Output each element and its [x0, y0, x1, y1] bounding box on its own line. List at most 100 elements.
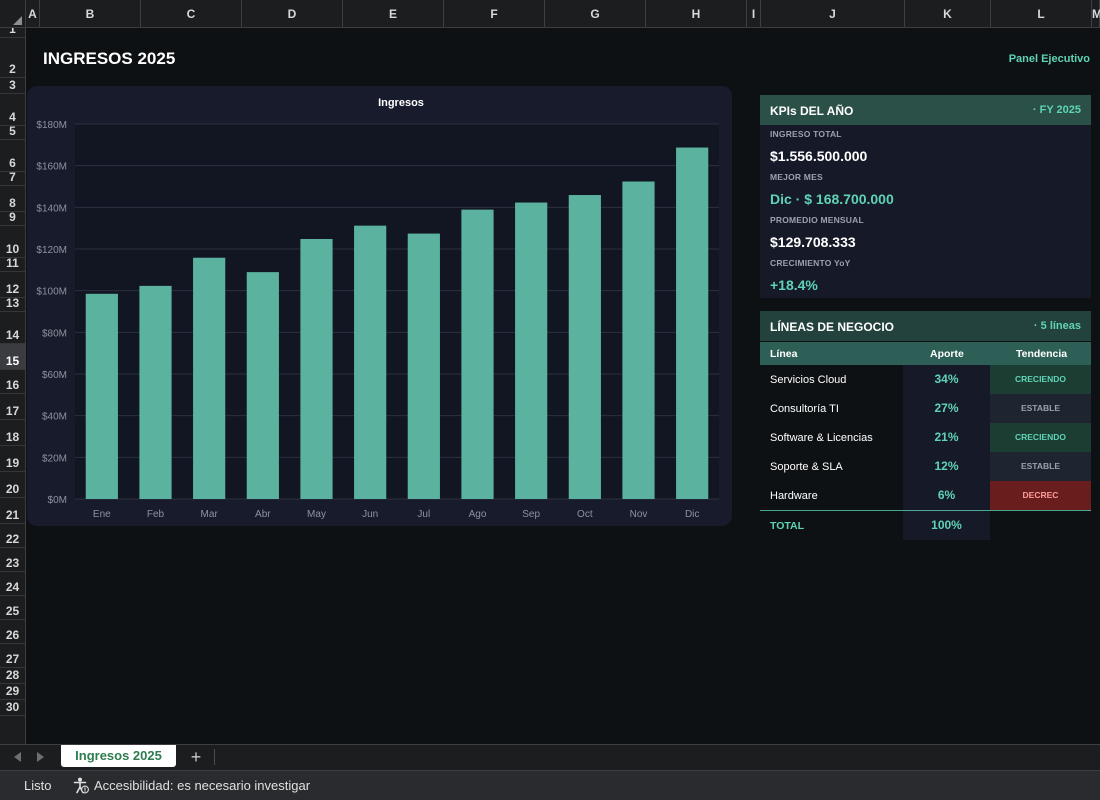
line-name: Consultoría TI	[770, 403, 839, 415]
x-tick-label: Abr	[255, 509, 271, 520]
row-header-3[interactable]: 3	[0, 78, 25, 94]
add-sheet-button[interactable]: +	[190, 747, 202, 767]
bar-abr	[246, 272, 279, 499]
sheet-subtitle[interactable]: Panel Ejecutivo	[1008, 53, 1090, 65]
kpi-label-average: PROMEDIO MENSUAL	[770, 215, 864, 225]
row-header-7[interactable]: 7	[0, 170, 25, 186]
bar-jul	[407, 233, 440, 500]
bar-oct	[568, 195, 601, 499]
select-all-corner[interactable]	[0, 0, 26, 28]
chart-title: Ingresos	[378, 97, 424, 109]
column-header-b[interactable]: B	[40, 0, 141, 28]
column-header-d[interactable]: D	[242, 0, 343, 28]
sheet-title[interactable]: INGRESOS 2025	[43, 49, 176, 68]
row-header-1[interactable]: 1	[0, 28, 25, 38]
row-header-27[interactable]: 27	[0, 644, 25, 668]
column-header-j[interactable]: J	[761, 0, 905, 28]
column-header-l[interactable]: L	[991, 0, 1092, 28]
trend-badge: CRECIENDO	[990, 365, 1091, 394]
row-header-15[interactable]: 15	[0, 344, 25, 370]
kpi-value-best-month: Dic · $ 168.700.000	[770, 191, 894, 207]
trend-badge: DECREC	[990, 481, 1091, 510]
bar-dic	[676, 147, 709, 499]
y-tick-label: $60M	[42, 370, 67, 381]
row-header-22[interactable]: 22	[0, 524, 25, 548]
table-row[interactable]: Servicios Cloud 34% CRECIENDO	[760, 365, 1091, 394]
column-header-f[interactable]: F	[444, 0, 545, 28]
row-header-29[interactable]: 29	[0, 684, 25, 700]
business-lines-badge: · 5 líneas	[1033, 320, 1081, 332]
row-header-24[interactable]: 24	[0, 572, 25, 596]
revenue-chart[interactable]: Ingresos $0M $20M $40M $60M $80M $100M $120M $14…	[27, 86, 732, 526]
line-share: 12%	[903, 452, 990, 481]
row-header-10[interactable]: 10	[0, 226, 25, 258]
kpi-panel-header: KPIs DEL AÑO · FY 2025	[760, 95, 1091, 125]
total-label: TOTAL	[770, 520, 805, 532]
sheet-tab-ingresos[interactable]: Ingresos 2025	[61, 745, 176, 767]
row-header-26[interactable]: 26	[0, 620, 25, 644]
bar-mar	[193, 257, 226, 499]
y-tick-label: $0M	[48, 495, 67, 506]
business-lines-table: LÍNEAS DE NEGOCIO · 5 líneas Línea Aport…	[760, 311, 1091, 540]
x-tick-label: Nov	[630, 509, 648, 520]
row-header-6[interactable]: 6	[0, 140, 25, 172]
row-header-14[interactable]: 14	[0, 312, 25, 344]
row-header-17[interactable]: 17	[0, 394, 25, 420]
bar-sep	[515, 202, 548, 499]
trend-badge: ESTABLE	[990, 452, 1091, 481]
accessibility-icon[interactable]	[73, 777, 89, 794]
row-header-28[interactable]: 28	[0, 668, 25, 684]
column-header-a[interactable]: A	[26, 0, 40, 28]
row-header-21[interactable]: 21	[0, 498, 25, 524]
column-header-h[interactable]: H	[646, 0, 747, 28]
row-header-12[interactable]: 12	[0, 272, 25, 298]
x-tick-label: Ago	[469, 509, 487, 520]
column-header-k[interactable]: K	[905, 0, 991, 28]
table-row[interactable]: Software & Licencias 21% CRECIENDO	[760, 423, 1091, 452]
column-header-g[interactable]: G	[545, 0, 646, 28]
row-header-8[interactable]: 8	[0, 186, 25, 212]
row-header-5[interactable]: 5	[0, 124, 25, 140]
column-header-c[interactable]: C	[141, 0, 242, 28]
row-header-9[interactable]: 9	[0, 210, 25, 226]
kpi-panel: KPIs DEL AÑO · FY 2025 INGRESO TOTAL $1.…	[760, 95, 1091, 298]
row-header-20[interactable]: 20	[0, 472, 25, 498]
table-row[interactable]: Consultoría TI 27% ESTABLE	[760, 394, 1091, 423]
row-header-18[interactable]: 18	[0, 420, 25, 446]
table-row[interactable]: Soporte & SLA 12% ESTABLE	[760, 452, 1091, 481]
row-header-23[interactable]: 23	[0, 548, 25, 572]
line-name: Servicios Cloud	[770, 374, 847, 386]
status-accessibility-text[interactable]: Accesibilidad: es necesario investigar	[94, 778, 311, 793]
line-name: Hardware	[770, 490, 818, 502]
table-row[interactable]: Hardware 6% DECREC	[760, 481, 1091, 510]
kpi-value-total: $1.556.500.000	[770, 148, 868, 164]
row-header-25[interactable]: 25	[0, 596, 25, 620]
column-header-i[interactable]: I	[747, 0, 761, 28]
x-tick-label: Dic	[685, 509, 699, 520]
line-name: Software & Licencias	[770, 432, 873, 444]
bar-jun	[354, 225, 387, 499]
x-tick-label: Feb	[147, 509, 165, 520]
row-header-4[interactable]: 4	[0, 94, 25, 126]
sheet-grid[interactable]: INGRESOS 2025 Panel Ejecutivo Ingresos $0…	[27, 29, 1100, 744]
table-total-row[interactable]: TOTAL 100%	[760, 510, 1091, 540]
column-header-e[interactable]: E	[343, 0, 444, 28]
column-header-m[interactable]: M	[1092, 0, 1100, 28]
row-header-13[interactable]: 13	[0, 296, 25, 312]
row-header-2[interactable]: 2	[0, 38, 25, 78]
revenue-chart-svg: Ingresos $0M $20M $40M $60M $80M $100M $120M $14…	[36, 97, 719, 520]
line-share: 27%	[903, 394, 990, 423]
tab-divider	[214, 749, 215, 765]
row-header-11[interactable]: 11	[0, 256, 25, 272]
business-lines-title: LÍNEAS DE NEGOCIO	[770, 320, 895, 334]
row-header-19[interactable]: 19	[0, 446, 25, 472]
line-share: 6%	[903, 481, 990, 510]
next-sheet-arrow-icon[interactable]	[37, 752, 44, 762]
y-tick-label: $40M	[42, 412, 67, 423]
row-header-30[interactable]: 30	[0, 700, 25, 716]
x-tick-label: Sep	[522, 509, 540, 520]
previous-sheet-arrow-icon[interactable]	[14, 752, 21, 762]
trend-badge: ESTABLE	[990, 394, 1091, 423]
status-ready-text: Listo	[24, 778, 52, 793]
row-header-16[interactable]: 16	[0, 370, 25, 394]
